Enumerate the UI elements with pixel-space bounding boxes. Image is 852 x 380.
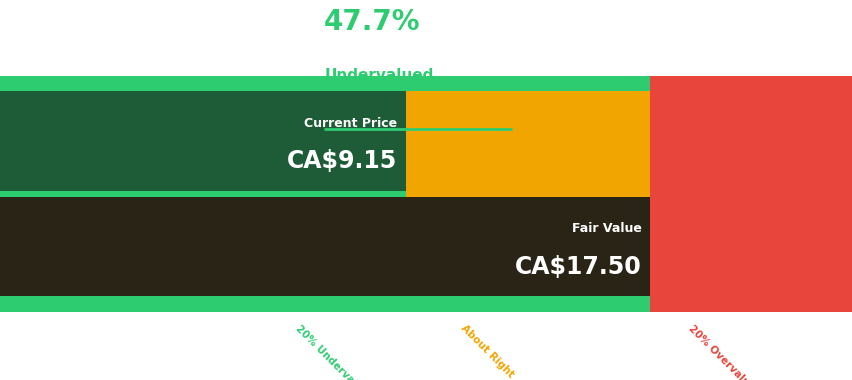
Bar bbox=[0, 296, 649, 312]
Bar bbox=[406, 76, 649, 312]
Bar bbox=[0, 91, 406, 191]
Text: Current Price: Current Price bbox=[304, 117, 397, 130]
Bar bbox=[649, 76, 852, 312]
Text: Undervalued: Undervalued bbox=[324, 68, 433, 83]
Text: 20% Overvalued: 20% Overvalued bbox=[686, 323, 761, 380]
Text: Fair Value: Fair Value bbox=[571, 222, 641, 235]
Text: CA$9.15: CA$9.15 bbox=[287, 149, 397, 173]
Bar bbox=[0, 76, 649, 91]
Bar bbox=[0, 197, 649, 296]
Bar bbox=[0, 76, 406, 312]
Text: 20% Undervalued: 20% Undervalued bbox=[293, 323, 373, 380]
Text: CA$17.50: CA$17.50 bbox=[514, 255, 641, 279]
Text: About Right: About Right bbox=[458, 323, 515, 380]
Text: 47.7%: 47.7% bbox=[324, 8, 420, 36]
